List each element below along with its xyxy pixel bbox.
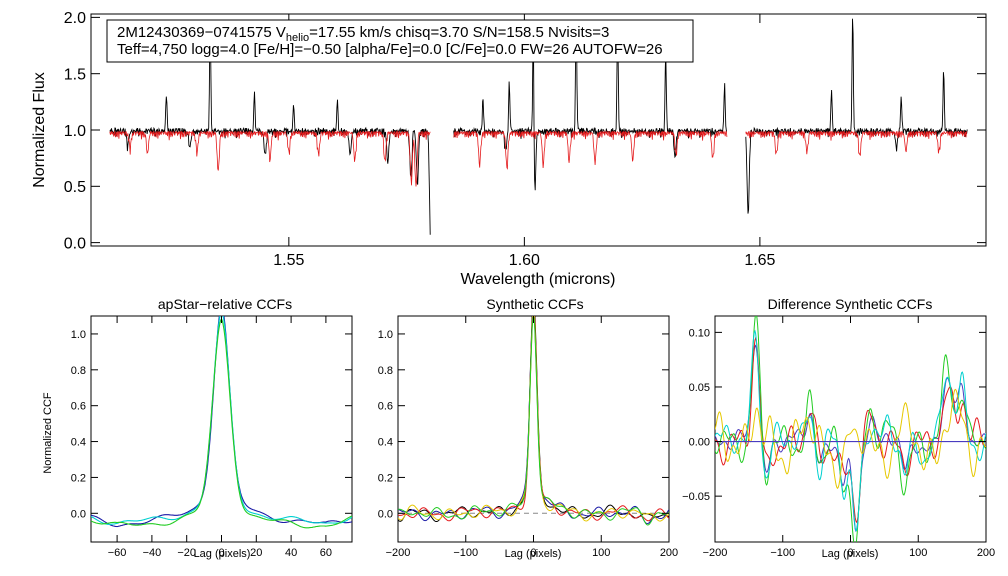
x-tick-label: 100	[909, 547, 927, 559]
x-tick-label: 200	[660, 547, 678, 559]
ccf-diff-title: Difference Synthetic CCFs	[768, 296, 933, 312]
x-tick-label: 60	[320, 547, 332, 559]
ccf-synth-line-visit-2	[398, 316, 669, 522]
spectrum-line-model	[109, 130, 968, 187]
x-tick-label: 20	[250, 547, 262, 559]
ccf-diff-x-label: Lag (pixels)	[822, 548, 879, 560]
ccf-diff-series	[715, 316, 986, 542]
x-tick-label: −60	[108, 547, 127, 559]
x-tick-label: 0	[530, 547, 536, 559]
ccf-synth-x-label: Lag (pixels)	[505, 548, 562, 560]
y-tick-label: 0.00	[689, 437, 710, 449]
info-line-1: 2M12430369−0741575 Vhelio=17.55 km/s chi…	[117, 24, 609, 44]
ccf-synth-series	[398, 316, 669, 526]
x-tick-label: 40	[285, 547, 297, 559]
ccf-synth-line-visit-1	[398, 316, 669, 525]
ccf-synth-panel: Synthetic CCFs −200 −100 0 100 200 0.0 0.2 0.4 0…	[378, 296, 678, 560]
y-tick-label: 2.0	[64, 10, 86, 27]
ccf-apstar-panel: apStar−relative CCFs −60 −40 −20 0 20 40 60 0.0…	[42, 296, 353, 560]
y-tick-label: 0.0	[64, 235, 86, 252]
y-tick-label: 0.6	[378, 401, 393, 413]
y-tick-label: 0.10	[689, 327, 710, 339]
ccf-apstar-x-label: Lag (pixels)	[194, 548, 251, 560]
x-tick-label: 0	[847, 547, 853, 559]
ccf-apstar-ticks: −60 −40 −20 0 20 40 60 0.0 0.2 0.4 0.6 0.8 1.0	[71, 316, 352, 559]
spectrum-x-label: Wavelength (microns)	[460, 271, 615, 288]
y-tick-label: 1.0	[64, 123, 86, 140]
ccf-apstar-axes-frame	[90, 315, 353, 543]
x-tick-label: 1.55	[273, 252, 304, 269]
y-tick-label: 0.2	[378, 472, 393, 484]
ccf-diff-line-visit-4	[715, 329, 986, 532]
y-tick-label: 0.6	[71, 401, 86, 413]
x-tick-label: 1.60	[509, 252, 540, 269]
ccf-synth-line-combined	[398, 316, 669, 522]
y-tick-label: 0.4	[71, 437, 86, 449]
info-line-2: Teff=4,750 logg=4.0 [Fe/H]=−0.50 [alpha/…	[117, 41, 663, 58]
x-tick-label: −200	[703, 547, 728, 559]
ccf-apstar-y-label: Normalized CCF	[42, 392, 54, 474]
ccf-synth-line-visit-3	[398, 316, 669, 522]
y-tick-label: 0.0	[71, 508, 86, 520]
x-tick-label: 200	[977, 547, 995, 559]
ccf-diff-line-visit-5	[715, 388, 986, 490]
spectrum-y-label: Normalized Flux	[31, 72, 48, 188]
x-tick-label: −200	[386, 547, 411, 559]
x-tick-label: −40	[143, 547, 162, 559]
ccf-synth-ticks: −200 −100 0 100 200 0.0 0.2 0.4 0.6 0.8 1.0	[378, 316, 678, 559]
y-tick-label: 0.8	[378, 365, 393, 377]
x-tick-label: 1.65	[744, 252, 775, 269]
ccf-apstar-series	[91, 316, 352, 529]
y-tick-label: 0.05	[689, 382, 710, 394]
spectrum-series	[109, 18, 968, 235]
y-tick-label: 0.8	[71, 365, 86, 377]
y-tick-label: 0.5	[64, 179, 86, 196]
x-tick-label: −100	[453, 547, 478, 559]
ccf-synth-line-visit-4	[398, 316, 669, 526]
ccf-apstar-line-visit-1	[91, 316, 352, 528]
ccf-synth-title: Synthetic CCFs	[486, 296, 583, 312]
x-tick-label: −20	[177, 547, 196, 559]
ccf-apstar-line-visit-3	[91, 317, 352, 529]
ccf-apstar-title: apStar−relative CCFs	[158, 296, 292, 312]
y-tick-label: 1.0	[71, 329, 86, 341]
spectrum-ticks: 1.55 1.60 1.65 0.0 0.5 1.0 1.5 2.0	[64, 10, 986, 269]
info-box	[106, 19, 694, 63]
ccf-apstar-line-visit-2	[91, 316, 352, 525]
spectrum-panel: 1.55 1.60 1.65 0.0 0.5 1.0 1.5 2.0 2M12430369−0…	[31, 10, 987, 288]
y-tick-label: 1.0	[378, 329, 393, 341]
y-tick-label: 1.5	[64, 66, 86, 83]
y-tick-label: −0.05	[682, 491, 710, 503]
x-tick-label: 0	[218, 547, 224, 559]
y-tick-label: 0.4	[378, 437, 393, 449]
ccf-diff-ticks: −200 −100 0 100 200 −0.05 0.00 0.05 0.10	[682, 316, 995, 559]
ccf-diff-panel: Difference Synthetic CCFs −200 −100 0 100 20…	[682, 296, 995, 560]
y-tick-label: 0.0	[378, 508, 393, 520]
x-tick-label: −100	[770, 547, 795, 559]
y-tick-label: 0.2	[71, 472, 86, 484]
x-tick-label: 100	[592, 547, 610, 559]
